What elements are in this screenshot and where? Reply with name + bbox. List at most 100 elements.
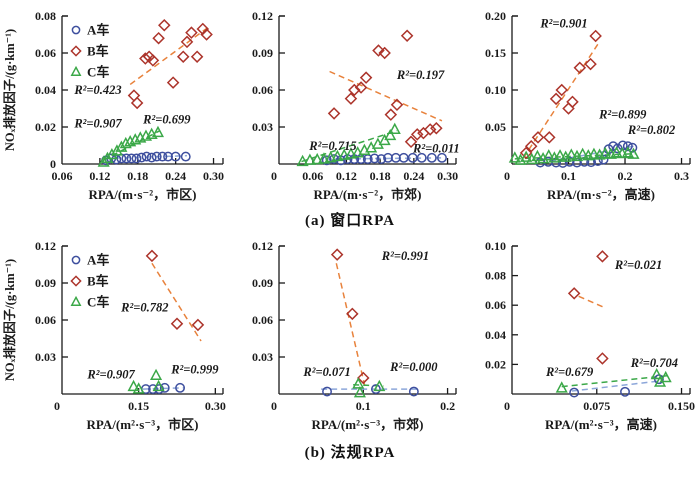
data-point-triangle [115,140,128,152]
data-point-triangle [127,379,140,392]
data-point-diamond [70,45,82,57]
data-point-diamond [584,57,597,71]
data-point-diamond [200,28,213,41]
y-tick-label: 0.06 [485,298,506,312]
x-tick-label: 0 [271,169,277,183]
data-point-circle [370,384,381,395]
y-tick-label: 0.10 [485,83,506,97]
data-point-circle [369,153,380,164]
data-point-circle [408,386,419,397]
y-tick-label: 0.03 [35,350,56,364]
trend-line-B车 [335,263,366,387]
data-point-diamond [404,135,418,149]
chart-regulation-rpa-highway: 0 0.075 0.150 0.02 0.04 0.06 0.08 0.10 RPA/(m²·s… [485,239,695,432]
series-C车 [97,125,165,167]
chart-window-rpa-urban: 0.06 0.12 0.18 0.24 0.30 0 0.02 0.04 0.06 0.08 RPA… [2,9,224,202]
series-B车 [330,248,370,385]
data-point-circle [329,154,340,165]
data-point-triangle [132,382,145,394]
x-axis-title: RPA/(m·s⁻²，市区) [88,187,196,202]
data-point-diamond [378,46,391,60]
data-point-diamond [423,123,437,136]
x-tick-label: 0.06 [52,169,73,183]
x-axis-title: RPA/(m²·s⁻³，市郊) [312,417,424,432]
series-B车 [145,249,205,332]
data-point-diamond [359,71,373,84]
x-tick-label: 0 [54,399,60,413]
data-point-diamond [372,44,385,57]
trend-line-C车 [561,374,670,388]
axes: 0 0.06 0.12 0.18 0.24 0.30 0.03 0.06 0.09 0.12 [252,9,458,183]
y-tick-label: 0.12 [35,239,56,253]
data-point-circle [620,386,630,397]
chart-window-rpa-highway: 0 0.1 0.2 0.3 0.05 0.10 0.15 0.20 RPA/(m·s⁻²，高速)… [485,9,691,202]
series-C车 [555,367,672,393]
y-tick-label: 0.02 [485,357,506,371]
x-tick-label: 0.1 [356,399,371,413]
r-squared-annotation: R²=0.699 [142,113,191,127]
x-tick-label: 0.18 [370,169,391,183]
series-B车 [519,29,602,160]
y-tick-label: 0.04 [35,83,56,97]
y-tick-label: 0.05 [485,120,506,134]
data-point-circle [71,25,81,35]
series-C车 [352,377,386,398]
data-point-triangle [338,148,351,160]
data-point-diamond [562,102,575,115]
series-C车 [508,146,640,165]
x-tick-label: 0.150 [668,399,695,413]
data-point-circle [322,386,332,397]
data-point-diamond [176,50,190,63]
data-point-diamond [146,54,160,67]
x-tick-label: 0.075 [583,399,610,413]
data-point-diamond [390,98,404,112]
x-axis-title: RPA/(m·s⁻²，市郊) [313,187,421,202]
data-point-circle [180,151,191,162]
y-tick-label: 0.08 [485,269,506,283]
data-point-triangle [353,385,366,398]
r-squared-annotation: R²=0.901 [539,16,587,30]
y-axis-title: NOₓ排放因子/(g·km⁻¹) [2,259,17,381]
data-point-circle [175,382,186,393]
y-axis-title: NOₓ排放因子/(g·km⁻¹) [2,29,17,151]
y-tick-label: 0.12 [252,9,273,23]
series-B车 [127,18,213,110]
series-B车 [567,250,609,365]
legend-label: B车 [87,274,109,289]
data-point-circle [622,141,633,152]
y-tick-label: 0.06 [35,46,56,60]
trend-line-B车 [129,26,209,86]
data-point-diamond [596,250,609,263]
data-point-circle [126,153,137,164]
data-point-triangle [331,149,344,162]
legend-label: C车 [87,295,109,310]
data-point-diamond [130,96,144,110]
data-point-circle [437,152,447,163]
data-point-triangle [119,136,132,149]
trend-line-B车 [522,43,599,159]
row-window-rpa: 0.06 0.12 0.18 0.24 0.30 0 0.02 0.04 0.06 0.08 RPA… [0,6,700,208]
caption-b: (b) 法规RPA [304,445,396,461]
axes: 0 0.075 0.150 0.02 0.04 0.06 0.08 0.10 [485,239,695,413]
data-point-circle [148,384,158,395]
caption-a: (a) 窗口RPA [305,213,395,229]
data-point-triangle [384,128,397,141]
data-point-circle [146,152,157,163]
x-axis-title: RPA/(m²·s⁻³，高速) [545,417,657,432]
data-point-diamond [180,35,194,49]
data-point-diamond [549,92,563,106]
data-point-diamond [573,61,587,75]
trend-lines [301,70,445,163]
data-point-triangle [587,147,600,159]
chart-regulation-rpa-urban: 0 0.15 0.30 0.03 0.06 0.09 0.12 RPA/(m²·s⁻³，市区)… [2,239,226,432]
x-tick-label: 0.3 [674,169,689,183]
data-point-triangle [565,148,578,160]
y-tick-label: 0.06 [252,83,273,97]
r-squared-annotation: R²=0.021 [614,258,662,272]
data-point-diamond [543,131,556,144]
data-point-triangle [152,379,165,392]
r-squared-annotation: R²=0.704 [630,356,678,370]
data-point-triangle [110,144,123,156]
data-point-circle [151,151,162,162]
